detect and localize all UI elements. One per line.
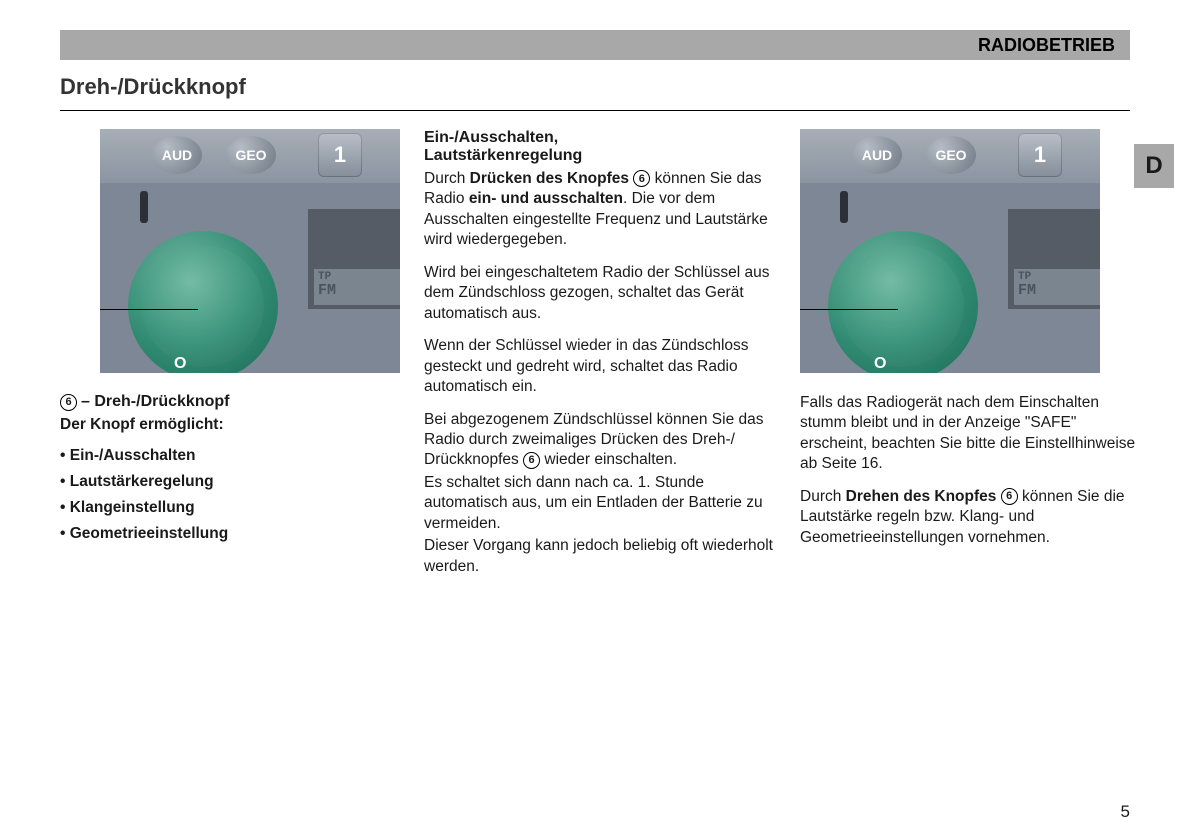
slot-icon: [840, 191, 848, 223]
radio-illustration: AUD GEO 1 TP FM O 6: [800, 129, 1100, 373]
mid-p5: Es schaltet sich dann nach ca. 1. Stunde…: [424, 473, 776, 534]
section-tab: D: [1134, 144, 1174, 188]
mid-p6: Dieser Vorgang kann jedoch beliebig oft …: [424, 536, 776, 577]
right-p1: Falls das Radiogerät nach dem Einschalte…: [800, 393, 1140, 475]
left-intro: Der Knopf ermöglicht:: [60, 415, 400, 435]
mid-p2: Wird bei eingeschaltetem Radio der Schlü…: [424, 263, 776, 324]
content-columns: AUD GEO 1 TP FM O 6 6 – Dreh-/Drückknopf…: [60, 129, 1130, 589]
radio-illustration: AUD GEO 1 TP FM O 6: [100, 129, 400, 373]
circled-6-icon: 6: [633, 170, 650, 187]
column-left: AUD GEO 1 TP FM O 6 6 – Dreh-/Drückknopf…: [60, 129, 400, 589]
lcd-line2: FM: [1018, 282, 1036, 299]
on-indicator: O: [874, 355, 886, 373]
list-item: Ein-/Ausschalten: [60, 447, 400, 465]
mid-p3: Wenn der Schlüssel wieder in das Zündsch…: [424, 336, 776, 397]
mid-p1: Durch Drücken des Knopfes 6 können Sie d…: [424, 169, 776, 251]
mid-heading-a: Ein-/Ausschalten,: [424, 129, 558, 146]
mid-p4: Bei abgezogenem Zündschlüssel können Sie…: [424, 410, 776, 471]
column-middle: Ein-/Ausschalten, Lautstärkenregelung Du…: [424, 129, 776, 589]
right-p2: Durch Drehen des Knopfes 6 können Sie di…: [800, 487, 1140, 548]
slot-icon: [140, 191, 148, 223]
divider: [60, 110, 1130, 111]
geo-button-icon: GEO: [926, 136, 976, 174]
geo-button-icon: GEO: [226, 136, 276, 174]
page-number: 5: [1121, 802, 1130, 822]
aud-button-icon: AUD: [152, 136, 202, 174]
rotary-knob-icon: [828, 231, 978, 373]
list-item: Lautstärkeregelung: [60, 473, 400, 491]
lcd-area: TP FM: [308, 209, 400, 309]
feature-list: Ein-/Ausschalten Lautstärkeregelung Klan…: [60, 447, 400, 543]
circled-6-icon: 6: [60, 394, 77, 411]
preset-1-button-icon: 1: [318, 133, 362, 177]
header-bar: RADIOBETRIEB: [60, 30, 1130, 60]
rotary-knob-icon: [128, 231, 278, 373]
lcd-line2: FM: [318, 282, 336, 299]
mid-heading: Ein-/Ausschalten, Lautstärkenregelung: [424, 129, 776, 165]
preset-1-button-icon: 1: [1018, 133, 1062, 177]
header-title: RADIOBETRIEB: [978, 35, 1115, 56]
mid-heading-b: Lautstärkenregelung: [424, 147, 582, 164]
aud-button-icon: AUD: [852, 136, 902, 174]
callout-line: [100, 309, 198, 310]
list-item: Geometrieeinstellung: [60, 525, 400, 543]
left-subhead: 6 – Dreh-/Drückknopf: [60, 393, 400, 411]
circled-6-icon: 6: [1001, 488, 1018, 505]
left-subhead-text: – Dreh-/Drückknopf: [81, 393, 229, 411]
lcd-area: TP FM: [1008, 209, 1100, 309]
list-item: Klangeinstellung: [60, 499, 400, 517]
on-indicator: O: [174, 355, 186, 373]
section-title: Dreh-/Drückknopf: [60, 74, 1130, 100]
column-right: AUD GEO 1 TP FM O 6 Falls das Radiogerät…: [800, 129, 1140, 589]
circled-6-icon: 6: [523, 452, 540, 469]
callout-line: [800, 309, 898, 310]
